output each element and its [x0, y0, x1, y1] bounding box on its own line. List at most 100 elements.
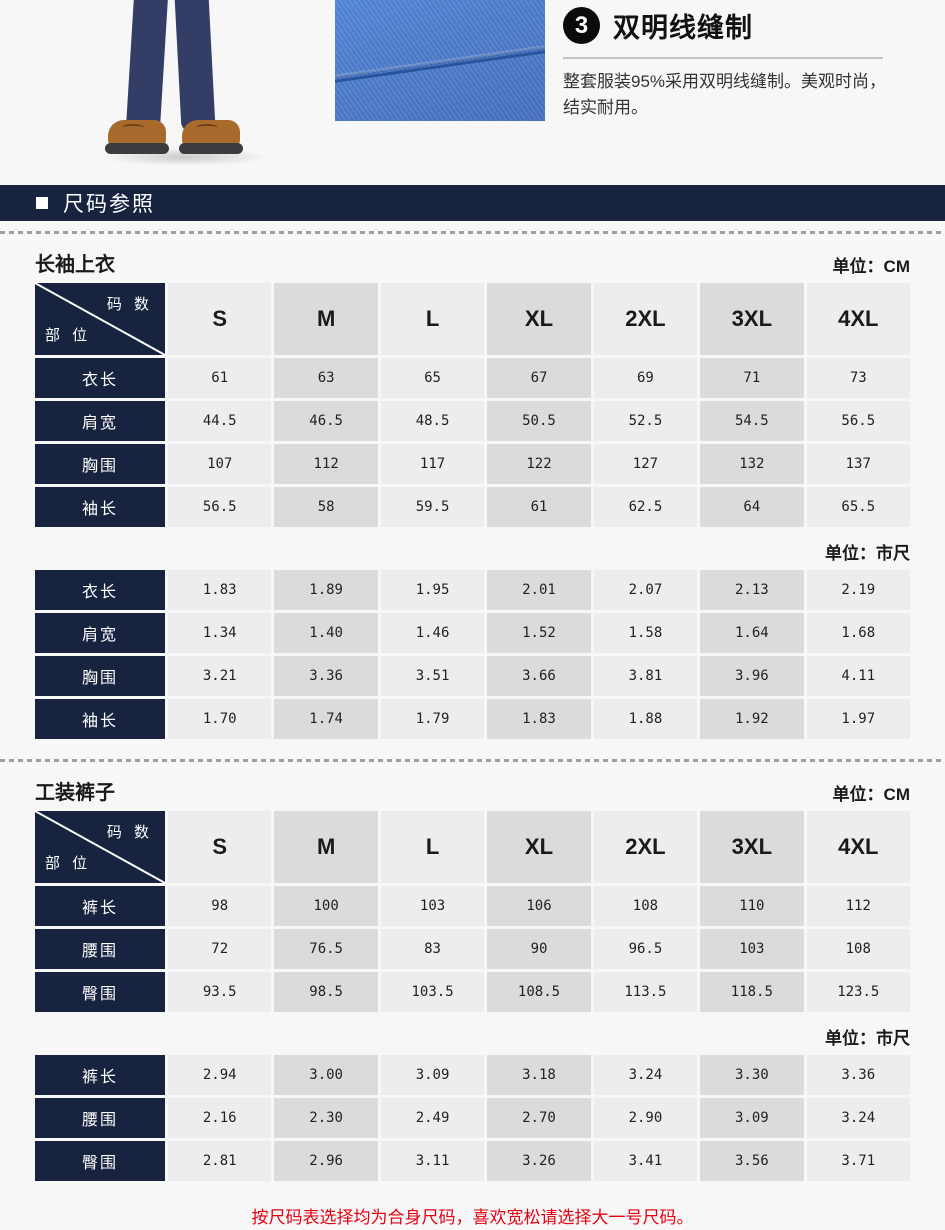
size-value-cell: 1.89 — [274, 570, 378, 610]
size-value-cell: 2.96 — [274, 1141, 378, 1181]
size-value-cell: 3.51 — [380, 656, 485, 696]
size-value-cell: 61 — [168, 358, 272, 398]
pants-chi-table: 裤长 2.94 3.00 3.09 3.18 3.24 3.30 3.36 腰围 2.16 2.30… — [35, 1055, 910, 1181]
fit-advice-note: 按尺码表选择均为合身尺码，喜欢宽松请选择大一号尺码。 — [251, 1208, 694, 1227]
size-value-cell: 103.5 — [380, 972, 485, 1012]
size-value-cell: 108 — [806, 929, 910, 969]
pants-unit-cm: 单位：CM — [832, 785, 910, 804]
size-col-header-m: M — [274, 811, 378, 883]
size-value-cell: 76.5 — [274, 929, 378, 969]
size-value-cell: 1.92 — [700, 699, 804, 739]
size-col-header-4xl: 4XL — [806, 811, 910, 883]
size-value-cell: 3.36 — [806, 1055, 910, 1095]
divider — [563, 57, 883, 59]
tops-unit-cm: 单位：CM — [832, 257, 910, 276]
size-value-cell: 2.94 — [168, 1055, 272, 1095]
size-value-cell: 61 — [487, 487, 591, 527]
size-value-cell: 2.30 — [274, 1098, 378, 1138]
size-value-cell: 4.11 — [806, 656, 910, 696]
size-value-cell: 3.09 — [700, 1098, 804, 1138]
fabric-closeup-photo — [335, 0, 545, 121]
size-value-cell: 1.95 — [380, 570, 485, 610]
pants-unit-chi: 单位：市尺 — [825, 1029, 910, 1048]
size-value-cell: 3.09 — [380, 1055, 485, 1095]
tops-heading-row: 长袖上衣 单位：CM — [0, 248, 945, 277]
size-value-cell: 48.5 — [380, 401, 485, 441]
size-col-header-l: L — [380, 283, 485, 355]
size-value-cell: 107 — [168, 444, 272, 484]
size-value-cell: 112 — [806, 886, 910, 926]
size-value-cell: 117 — [380, 444, 485, 484]
row-label: 衣长 — [35, 570, 165, 610]
size-value-cell: 54.5 — [700, 401, 804, 441]
size-value-cell: 67 — [487, 358, 591, 398]
size-value-cell: 103 — [700, 929, 804, 969]
row-label: 腰围 — [35, 929, 165, 969]
dashed-separator — [0, 759, 945, 762]
size-value-cell: 2.13 — [700, 570, 804, 610]
dashed-separator — [0, 231, 945, 234]
size-value-cell: 118.5 — [700, 972, 804, 1012]
size-value-cell: 3.81 — [593, 656, 698, 696]
size-value-cell: 56.5 — [806, 401, 910, 441]
size-value-cell: 106 — [487, 886, 591, 926]
size-value-cell: 65 — [380, 358, 485, 398]
diagonal-line — [35, 811, 165, 883]
row-label: 衣长 — [35, 358, 165, 398]
corner-part-label: 部 位 — [45, 327, 92, 344]
size-value-cell: 46.5 — [274, 401, 378, 441]
feature-heading: 3 双明线缝制 — [563, 6, 945, 45]
size-value-cell: 72 — [168, 929, 272, 969]
size-value-cell: 3.24 — [806, 1098, 910, 1138]
size-value-cell: 64 — [700, 487, 804, 527]
size-col-header-l: L — [380, 811, 485, 883]
pants-leg-left — [125, 0, 169, 131]
section-title: 尺码参照 — [63, 193, 155, 216]
size-value-cell: 71 — [700, 358, 804, 398]
double-stitch-seam — [335, 47, 545, 84]
size-value-cell: 2.01 — [487, 570, 591, 610]
size-value-cell: 3.96 — [700, 656, 804, 696]
pants-cm-table: 码 数 部 位 S M L XL 2XL 3XL 4XL 裤长 98 100 103 106 108 11… — [35, 811, 910, 1012]
size-col-header-3xl: 3XL — [700, 811, 804, 883]
size-col-header-4xl: 4XL — [806, 283, 910, 355]
size-value-cell: 1.88 — [593, 699, 698, 739]
row-label: 袖长 — [35, 699, 165, 739]
size-value-cell: 93.5 — [168, 972, 272, 1012]
size-value-cell: 2.90 — [593, 1098, 698, 1138]
diagonal-line — [35, 283, 165, 355]
corner-size-label: 码 数 — [106, 296, 153, 313]
size-value-cell: 96.5 — [593, 929, 698, 969]
size-value-cell: 3.41 — [593, 1141, 698, 1181]
feature-description-line2: 结实耐用。 — [563, 98, 648, 118]
tops-unit-chi: 单位：市尺 — [825, 544, 910, 563]
row-label: 肩宽 — [35, 401, 165, 441]
size-value-cell: 1.83 — [168, 570, 272, 610]
size-value-cell: 1.52 — [487, 613, 591, 653]
size-value-cell: 113.5 — [593, 972, 698, 1012]
size-value-cell: 103 — [380, 886, 485, 926]
size-value-cell: 3.26 — [487, 1141, 591, 1181]
product-photo-legs — [90, 0, 280, 185]
size-value-cell: 3.30 — [700, 1055, 804, 1095]
size-value-cell: 122 — [487, 444, 591, 484]
size-value-cell: 1.68 — [806, 613, 910, 653]
tops-heading: 长袖上衣 — [35, 254, 115, 276]
size-value-cell: 3.11 — [380, 1141, 485, 1181]
size-value-cell: 132 — [700, 444, 804, 484]
pants-leg-right — [174, 0, 216, 131]
size-value-cell: 3.24 — [593, 1055, 698, 1095]
size-value-cell: 1.58 — [593, 613, 698, 653]
size-value-cell: 108.5 — [487, 972, 591, 1012]
row-label: 腰围 — [35, 1098, 165, 1138]
size-value-cell: 3.21 — [168, 656, 272, 696]
size-value-cell: 2.70 — [487, 1098, 591, 1138]
size-value-cell: 100 — [274, 886, 378, 926]
size-value-cell: 1.79 — [380, 699, 485, 739]
size-value-cell: 2.07 — [593, 570, 698, 610]
size-value-cell: 98 — [168, 886, 272, 926]
size-value-cell: 3.66 — [487, 656, 591, 696]
boot-left — [105, 120, 169, 154]
size-value-cell: 3.36 — [274, 656, 378, 696]
